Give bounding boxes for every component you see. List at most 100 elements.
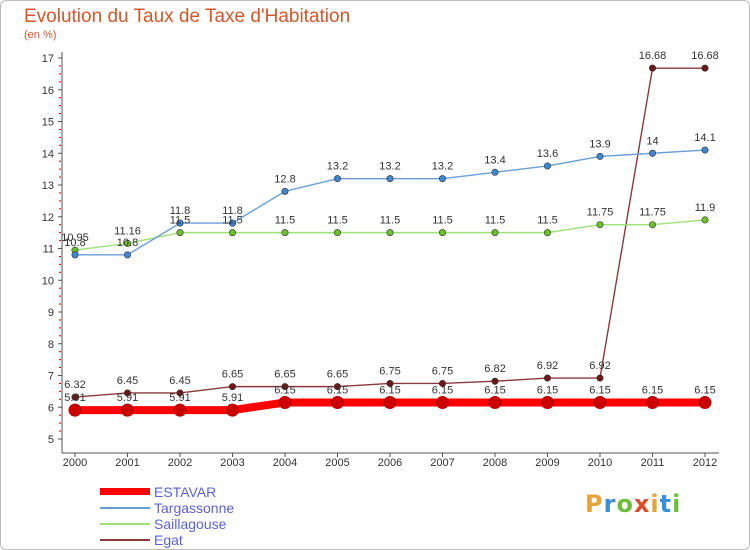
- data-point-egat: [281, 383, 289, 391]
- data-label-estavar: 5.91: [222, 392, 243, 404]
- data-label-targassonne: 12.8: [274, 173, 295, 185]
- data-point-estavar: [68, 403, 82, 417]
- y-tick-label: 9: [48, 307, 54, 319]
- data-label-saillagouse: 11.5: [432, 215, 453, 227]
- x-tick-label: 2011: [641, 457, 665, 469]
- data-point-estavar: [541, 395, 554, 409]
- data-label-egat: 6.45: [117, 375, 138, 387]
- data-label-estavar: 6.15: [537, 384, 558, 396]
- x-tick-label: 2009: [535, 457, 559, 469]
- x-tick-label: 2007: [430, 457, 454, 469]
- data-label-egat: 6.92: [537, 360, 558, 372]
- logo-letter: o: [616, 490, 634, 518]
- logo-letter: r: [603, 490, 617, 518]
- x-tick-label: 2012: [693, 457, 717, 469]
- data-point-egat: [386, 379, 394, 387]
- data-label-targassonne: 11.8: [170, 205, 191, 217]
- x-tick-label: 2000: [63, 457, 87, 469]
- y-tick-label: 12: [42, 212, 54, 224]
- legend-item-saillagouse: Saillagouse: [100, 516, 320, 532]
- data-label-estavar: 5.91: [169, 392, 190, 404]
- data-point-targassonne: [596, 152, 604, 160]
- data-label-saillagouse: 11.75: [639, 207, 666, 219]
- legend-item-estavar: ESTAVAR: [100, 484, 320, 500]
- data-label-targassonne: 14.1: [694, 132, 715, 144]
- series-lines: [68, 64, 712, 417]
- data-label-egat: 6.75: [379, 365, 400, 377]
- data-label-saillagouse: 10.95: [61, 232, 89, 244]
- x-tick-label: 2002: [168, 457, 192, 469]
- legend-label-estavar: ESTAVAR: [154, 484, 217, 500]
- y-tick-label: 13: [42, 180, 54, 192]
- data-label-estavar: 5.91: [117, 392, 138, 404]
- data-point-saillagouse: [491, 229, 499, 237]
- data-point-estavar: [698, 395, 712, 409]
- y-tick-label: 8: [48, 339, 54, 351]
- y-tick-label: 5: [48, 434, 54, 446]
- data-label-saillagouse: 11.5: [380, 215, 401, 227]
- legend-swatch-egat: [100, 539, 150, 541]
- data-point-saillagouse: [648, 221, 656, 229]
- legend-swatch-saillagouse: [100, 523, 150, 525]
- data-point-estavar: [383, 395, 397, 409]
- data-point-targassonne: [333, 175, 341, 183]
- data-point-saillagouse: [229, 229, 237, 237]
- logo-letter: i: [672, 490, 682, 518]
- logo-letter: t: [659, 490, 673, 518]
- data-point-targassonne: [176, 219, 184, 227]
- legend-label-saillagouse: Saillagouse: [154, 516, 227, 532]
- data-label-targassonne: 10.8: [117, 237, 138, 249]
- data-label-saillagouse: 11.5: [170, 215, 191, 227]
- legend-swatch-targassonne: [100, 507, 150, 509]
- data-label-saillagouse: 11.5: [275, 215, 296, 227]
- data-point-saillagouse: [596, 221, 604, 229]
- legend: ESTAVAR Targassonne Saillagouse Egat: [100, 484, 320, 548]
- y-tick-label: 7: [48, 371, 54, 383]
- data-label-egat: 6.45: [169, 375, 190, 387]
- data-point-targassonne: [71, 251, 79, 259]
- data-point-egat: [176, 389, 184, 397]
- data-label-egat: 6.32: [64, 379, 85, 391]
- data-label-targassonne: 13.9: [589, 138, 610, 150]
- data-point-egat: [648, 64, 656, 72]
- y-tick-label: 14: [42, 148, 54, 160]
- data-point-egat: [543, 374, 551, 382]
- data-label-estavar: 6.15: [274, 384, 295, 396]
- data-label-egat: 6.65: [222, 369, 243, 381]
- data-label-saillagouse: 11.5: [327, 215, 348, 227]
- data-label-estavar: 6.15: [642, 384, 663, 396]
- data-point-estavar: [278, 395, 292, 409]
- data-point-estavar: [436, 395, 449, 409]
- logo-letter: x: [633, 490, 651, 518]
- legend-item-targassonne: Targassonne: [100, 500, 320, 516]
- data-point-targassonne: [491, 168, 499, 176]
- y-tick-label: 16: [42, 85, 54, 97]
- data-point-egat: [438, 379, 446, 387]
- data-label-targassonne: 11.8: [222, 205, 243, 217]
- data-point-egat: [71, 393, 79, 401]
- chart-subtitle: (en %): [24, 29, 57, 41]
- data-point-targassonne: [648, 149, 656, 157]
- legend-label-egat: Egat: [154, 532, 183, 548]
- data-label-estavar: 6.15: [327, 384, 348, 396]
- data-point-targassonne: [281, 187, 289, 195]
- data-label-saillagouse: 11.16: [114, 225, 141, 237]
- data-point-targassonne: [386, 175, 394, 183]
- data-label-saillagouse: 11.5: [485, 215, 506, 227]
- data-point-estavar: [646, 395, 659, 409]
- data-point-saillagouse: [176, 229, 184, 237]
- data-point-egat: [229, 383, 237, 391]
- data-point-egat: [333, 383, 341, 391]
- data-point-saillagouse: [281, 229, 289, 237]
- data-label-saillagouse: 11.75: [587, 207, 614, 219]
- x-tick-label: 2001: [115, 457, 139, 469]
- y-tick-label: 15: [42, 117, 54, 129]
- data-label-targassonne: 14: [646, 135, 658, 147]
- data-label-egat: 6.75: [432, 365, 453, 377]
- data-point-estavar: [173, 403, 187, 417]
- data-label-targassonne: 13.4: [484, 154, 505, 166]
- data-point-estavar: [593, 395, 607, 409]
- data-point-egat: [596, 374, 604, 382]
- x-tick-label: 2004: [273, 457, 297, 469]
